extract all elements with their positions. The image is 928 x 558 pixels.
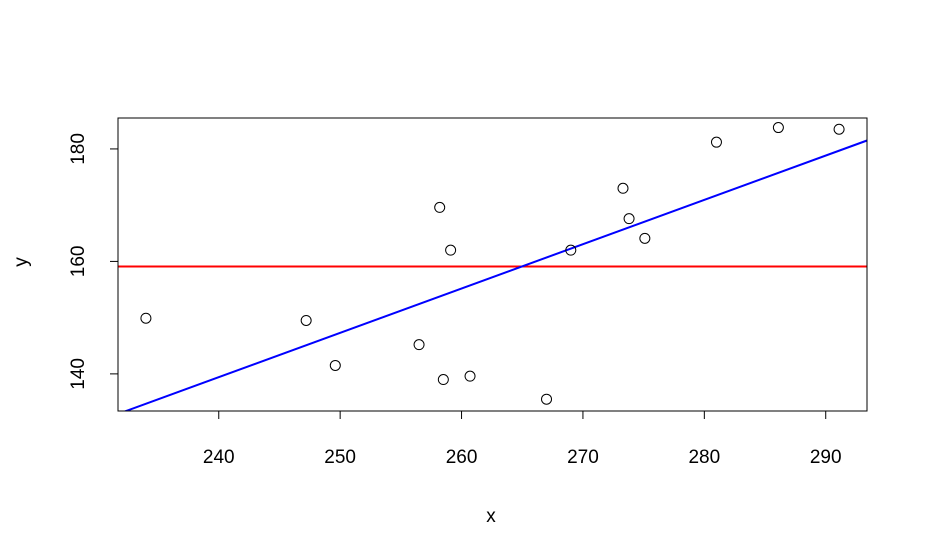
data-point	[434, 201, 446, 213]
data-point	[772, 122, 784, 134]
x-tick-label: 260	[446, 447, 478, 468]
data-point	[617, 182, 629, 194]
data-point	[464, 370, 476, 382]
data-point	[833, 123, 845, 135]
y-axis: 140 160 180	[68, 133, 119, 390]
data-point	[639, 232, 651, 244]
data-point	[623, 213, 635, 225]
data-point	[541, 393, 553, 405]
y-tick-label: 160	[68, 246, 89, 278]
x-tick-label: 290	[810, 447, 842, 468]
y-axis-label: y	[11, 257, 32, 267]
y-tick-label: 140	[68, 358, 89, 390]
data-point	[565, 244, 577, 256]
x-tick-label: 270	[567, 447, 599, 468]
data-point	[140, 312, 152, 324]
regression-line	[123, 139, 867, 411]
data-point	[300, 314, 312, 326]
data-points	[140, 122, 845, 405]
x-tick-label: 250	[324, 447, 356, 468]
data-point	[710, 136, 722, 148]
data-point	[445, 244, 457, 256]
plot-frame	[117, 117, 868, 412]
y-tick-label: 180	[68, 133, 89, 165]
x-axis: 240 250 260 270 280 290	[203, 410, 842, 468]
data-point	[413, 339, 425, 351]
reference-lines	[118, 139, 867, 411]
data-point	[329, 359, 341, 371]
x-tick-label: 240	[203, 447, 235, 468]
x-tick-label: 280	[688, 447, 720, 468]
data-point	[437, 374, 449, 386]
x-axis-label: x	[486, 506, 496, 527]
